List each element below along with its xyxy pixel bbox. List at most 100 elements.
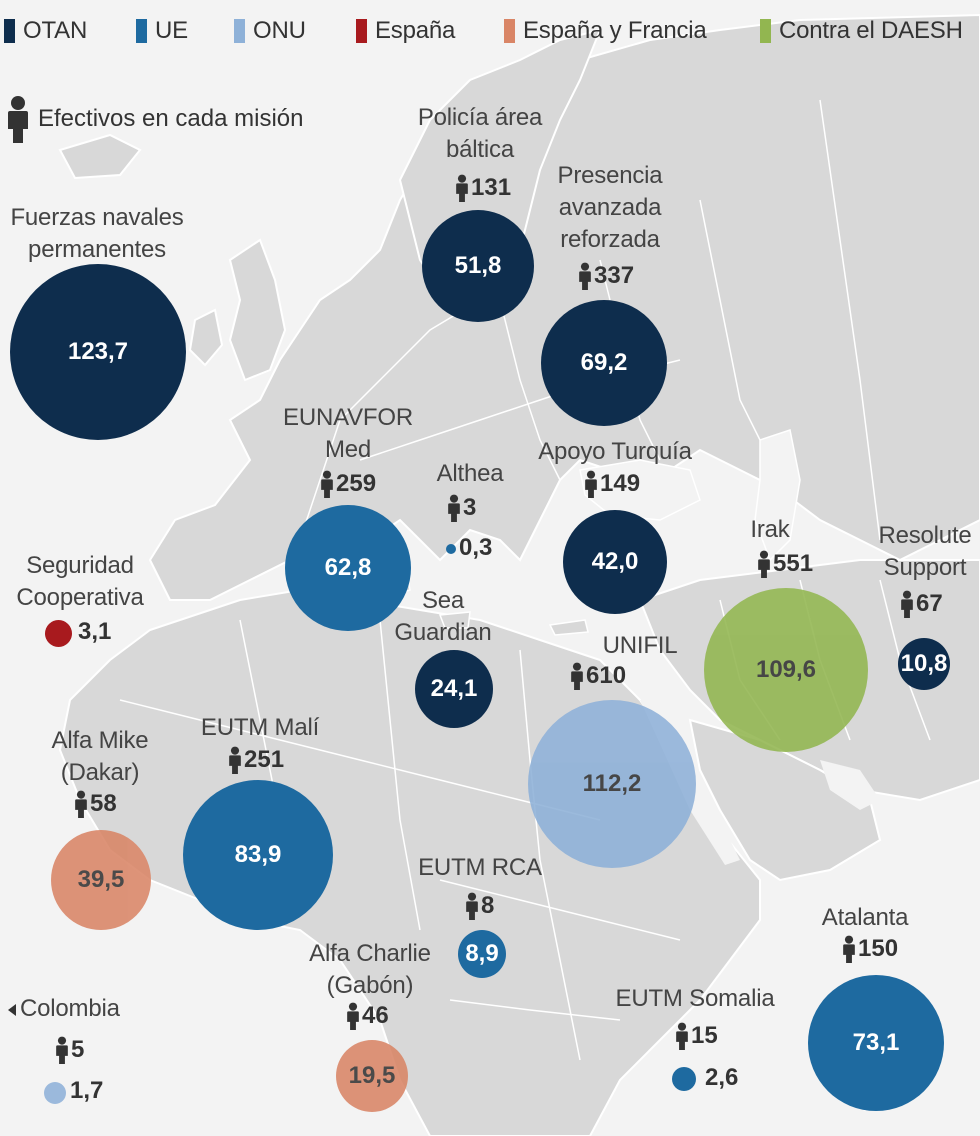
mission-name: Sea Guardian (394, 587, 492, 646)
legend-item-espana: España (356, 14, 455, 48)
mission-circle (45, 620, 72, 647)
mission-circle: 8,9 (458, 930, 506, 978)
mission-circle: 24,1 (415, 650, 493, 728)
legend-item-daesh: Contra el DAESH (760, 14, 963, 48)
personnel-count: 5 (71, 1036, 85, 1063)
legend-swatch (234, 19, 245, 43)
mission-name: Seguridad Cooperativa (16, 552, 144, 611)
mission-personnel: 610 (570, 662, 626, 690)
mission-name: Althea (436, 460, 504, 487)
personnel-count: 15 (691, 1022, 718, 1049)
legend-label: OTAN (23, 17, 88, 44)
mission-name: Apoyo Turquía (538, 438, 692, 465)
mission-circle: 19,5 (336, 1040, 408, 1112)
person-icon (56, 1036, 68, 1064)
mission-circle: 109,6 (704, 588, 868, 752)
mission-circle (672, 1067, 696, 1091)
legend-item-otan: OTAN (4, 14, 87, 48)
mission-value: 73,1 (852, 1029, 900, 1056)
personnel-count: 150 (858, 935, 899, 962)
mission-name: Atalanta (821, 904, 909, 931)
mission-personnel: 3 (447, 494, 476, 522)
mission-circle: 39,5 (51, 830, 151, 930)
mission-circle: 73,1 (808, 975, 944, 1111)
mission-personnel: 251 (228, 746, 284, 774)
personnel-count: 3 (463, 494, 477, 521)
legend-swatch (4, 19, 15, 43)
person-icon (585, 470, 597, 498)
legend-label: ONU (253, 17, 306, 44)
mission-circle: 83,9 (183, 780, 333, 930)
mission-value: 109,6 (755, 656, 817, 683)
person-icon (456, 174, 468, 202)
person-icon (579, 262, 591, 290)
person-icon (676, 1022, 688, 1050)
person-icon (347, 1002, 359, 1030)
mission-value: 3,1 (78, 618, 112, 645)
person-icon (901, 590, 913, 618)
mission-value: 123,7 (67, 338, 129, 365)
person-icon (448, 494, 460, 522)
person-icon (229, 746, 241, 774)
legend-swatch (136, 19, 147, 43)
mission-personnel: 337 (578, 262, 634, 290)
person-icon (843, 935, 855, 963)
personnel-count: 8 (481, 892, 495, 919)
mission-circle: 123,7 (10, 264, 186, 440)
legend-item-ue: UE (136, 14, 188, 48)
triangle-left-icon (8, 1004, 16, 1016)
mission-value: 51,8 (454, 252, 502, 279)
legend-label: UE (155, 17, 188, 44)
land-iceland (58, 133, 142, 180)
mission-personnel: 5 (55, 1036, 84, 1064)
mission-personnel: 131 (455, 174, 511, 202)
mission-name-text: Colombia (20, 995, 120, 1022)
mission-value: 39,5 (77, 866, 125, 893)
personnel-count: 610 (586, 662, 627, 689)
mission-personnel: 8 (465, 892, 494, 920)
mission-name: EUTM Somalia (615, 985, 775, 1012)
mission-circle: 42,0 (563, 510, 667, 614)
personnel-legend-label: Efectivos en cada misión (38, 105, 304, 132)
mission-personnel: 149 (584, 470, 640, 498)
mission-circle: 112,2 (528, 700, 696, 868)
mission-personnel: 58 (74, 790, 117, 818)
mission-circle: 10,8 (898, 638, 950, 690)
mission-name: Policía área báltica (417, 104, 543, 163)
mission-value: 62,8 (324, 554, 372, 581)
land-arabia (688, 718, 882, 882)
mission-personnel: 46 (346, 1002, 389, 1030)
personnel-count: 337 (594, 262, 635, 289)
mission-personnel: 551 (757, 550, 813, 578)
mission-personnel: 15 (675, 1022, 718, 1050)
legend-swatch (504, 19, 515, 43)
mission-name: Alfa Mike (Dakar) (51, 727, 149, 786)
land-britain (228, 238, 287, 382)
mission-value: 2,6 (705, 1064, 739, 1091)
legend-swatch (760, 19, 771, 43)
legend-label: Contra el DAESH (779, 17, 963, 44)
person-icon (75, 790, 87, 818)
mission-value: 112,2 (582, 770, 642, 797)
person-icon (466, 892, 478, 920)
mission-name: Colombia (8, 993, 148, 1025)
mission-circle: 62,8 (285, 505, 411, 631)
person-icon (571, 662, 583, 690)
personnel-count: 251 (244, 746, 285, 773)
mission-value: 69,2 (580, 349, 628, 376)
mission-value: 1,7 (70, 1077, 104, 1104)
mission-circle (446, 544, 456, 554)
person-icon (321, 470, 333, 498)
mission-value: 83,9 (234, 841, 282, 868)
personnel-count: 131 (471, 174, 512, 201)
mission-personnel: 67 (900, 590, 943, 618)
mission-value: 10,8 (900, 650, 948, 677)
person-icon (8, 96, 28, 143)
personnel-count: 551 (773, 550, 814, 577)
mission-name: EUNAVFOR Med (283, 404, 413, 463)
mission-name: Resolute Support (878, 522, 972, 581)
personnel-count: 46 (362, 1002, 389, 1029)
mission-name: UNIFIL (602, 632, 678, 659)
mission-name: Presencia avanzada reforzada (557, 162, 663, 253)
mission-name: EUTM Malí (200, 714, 320, 741)
